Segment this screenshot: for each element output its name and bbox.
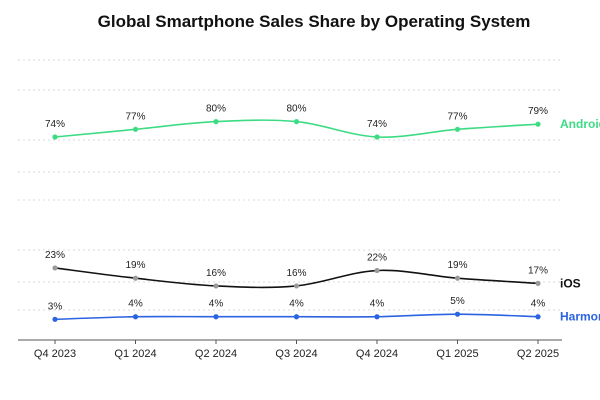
- x-axis: Q4 2023 Q1 2024 Q2 2024 Q3 2024 Q4 2024 Q1 20…: [18, 339, 562, 360]
- ios-point: [52, 265, 58, 271]
- ios-point: [535, 280, 541, 286]
- chart-title: Global Smartphone Sales Share by Operati…: [98, 12, 531, 31]
- x-tick-label: Q2 2025: [517, 348, 559, 360]
- harmonyos-point: [293, 314, 300, 320]
- x-tick-label: Q1 2025: [436, 348, 478, 360]
- x-tick-label: Q2 2024: [195, 348, 237, 360]
- android-data-label: 77%: [447, 111, 467, 122]
- harmonyos-data-label: 4%: [128, 299, 143, 310]
- android-data-label: 79%: [528, 106, 548, 117]
- ios-point: [454, 275, 461, 281]
- ios-point: [374, 267, 380, 274]
- harmonyos-point: [52, 316, 58, 322]
- android-point: [293, 119, 300, 125]
- ios-series-label: iOS: [560, 276, 581, 290]
- android-point: [213, 119, 219, 125]
- harmonyos-series-label: HarmonyOS: [560, 310, 600, 324]
- android-data-label: 74%: [45, 119, 65, 130]
- harmonyos-point: [454, 311, 461, 317]
- x-tick-label: Q1 2024: [114, 348, 156, 360]
- grid-lines: [18, 59, 562, 311]
- android-data-label: 74%: [367, 119, 387, 130]
- ios-point: [132, 275, 139, 281]
- ios-data-label: 19%: [125, 260, 145, 271]
- harmonyos-point: [535, 314, 541, 320]
- x-tick-label: Q3 2024: [275, 348, 317, 360]
- harmonyos-point: [213, 314, 219, 320]
- android-data-label: 80%: [206, 104, 226, 115]
- android-data-label: 77%: [125, 111, 145, 122]
- ios-data-label: 19%: [447, 260, 467, 271]
- ios-data-label: 22%: [367, 253, 387, 264]
- android-data-label: 80%: [286, 104, 306, 115]
- android-point: [132, 126, 139, 132]
- harmonyos-point: [374, 314, 380, 320]
- harmonyos-data-label: 4%: [289, 299, 304, 310]
- harmonyos-data-label: 4%: [209, 299, 224, 310]
- data-labels: 74% 77% 80% 80% 74% 77% 79% Android 23% 19% 16% 16%…: [45, 104, 600, 324]
- x-tick-label: Q4 2023: [34, 348, 76, 360]
- ios-data-label: 16%: [286, 268, 306, 279]
- ios-data-label: 17%: [528, 265, 548, 276]
- android-point: [374, 134, 380, 140]
- harmonyos-data-label: 3%: [48, 301, 63, 312]
- ios-data-label: 16%: [206, 268, 226, 279]
- android-point: [535, 121, 541, 127]
- harmonyos-data-label: 5%: [450, 296, 465, 307]
- x-tick-label: Q4 2024: [356, 348, 398, 360]
- harmonyos-data-label: 4%: [531, 299, 546, 310]
- android-series-label: Android: [560, 117, 600, 131]
- ios-data-label: 23%: [45, 250, 65, 261]
- harmonyos-point: [132, 314, 139, 320]
- android-point: [52, 134, 58, 140]
- ios-point: [213, 283, 219, 289]
- series-lines: [52, 119, 541, 322]
- android-point: [454, 126, 461, 132]
- ios-point: [293, 283, 300, 289]
- harmonyos-data-label: 4%: [370, 299, 385, 310]
